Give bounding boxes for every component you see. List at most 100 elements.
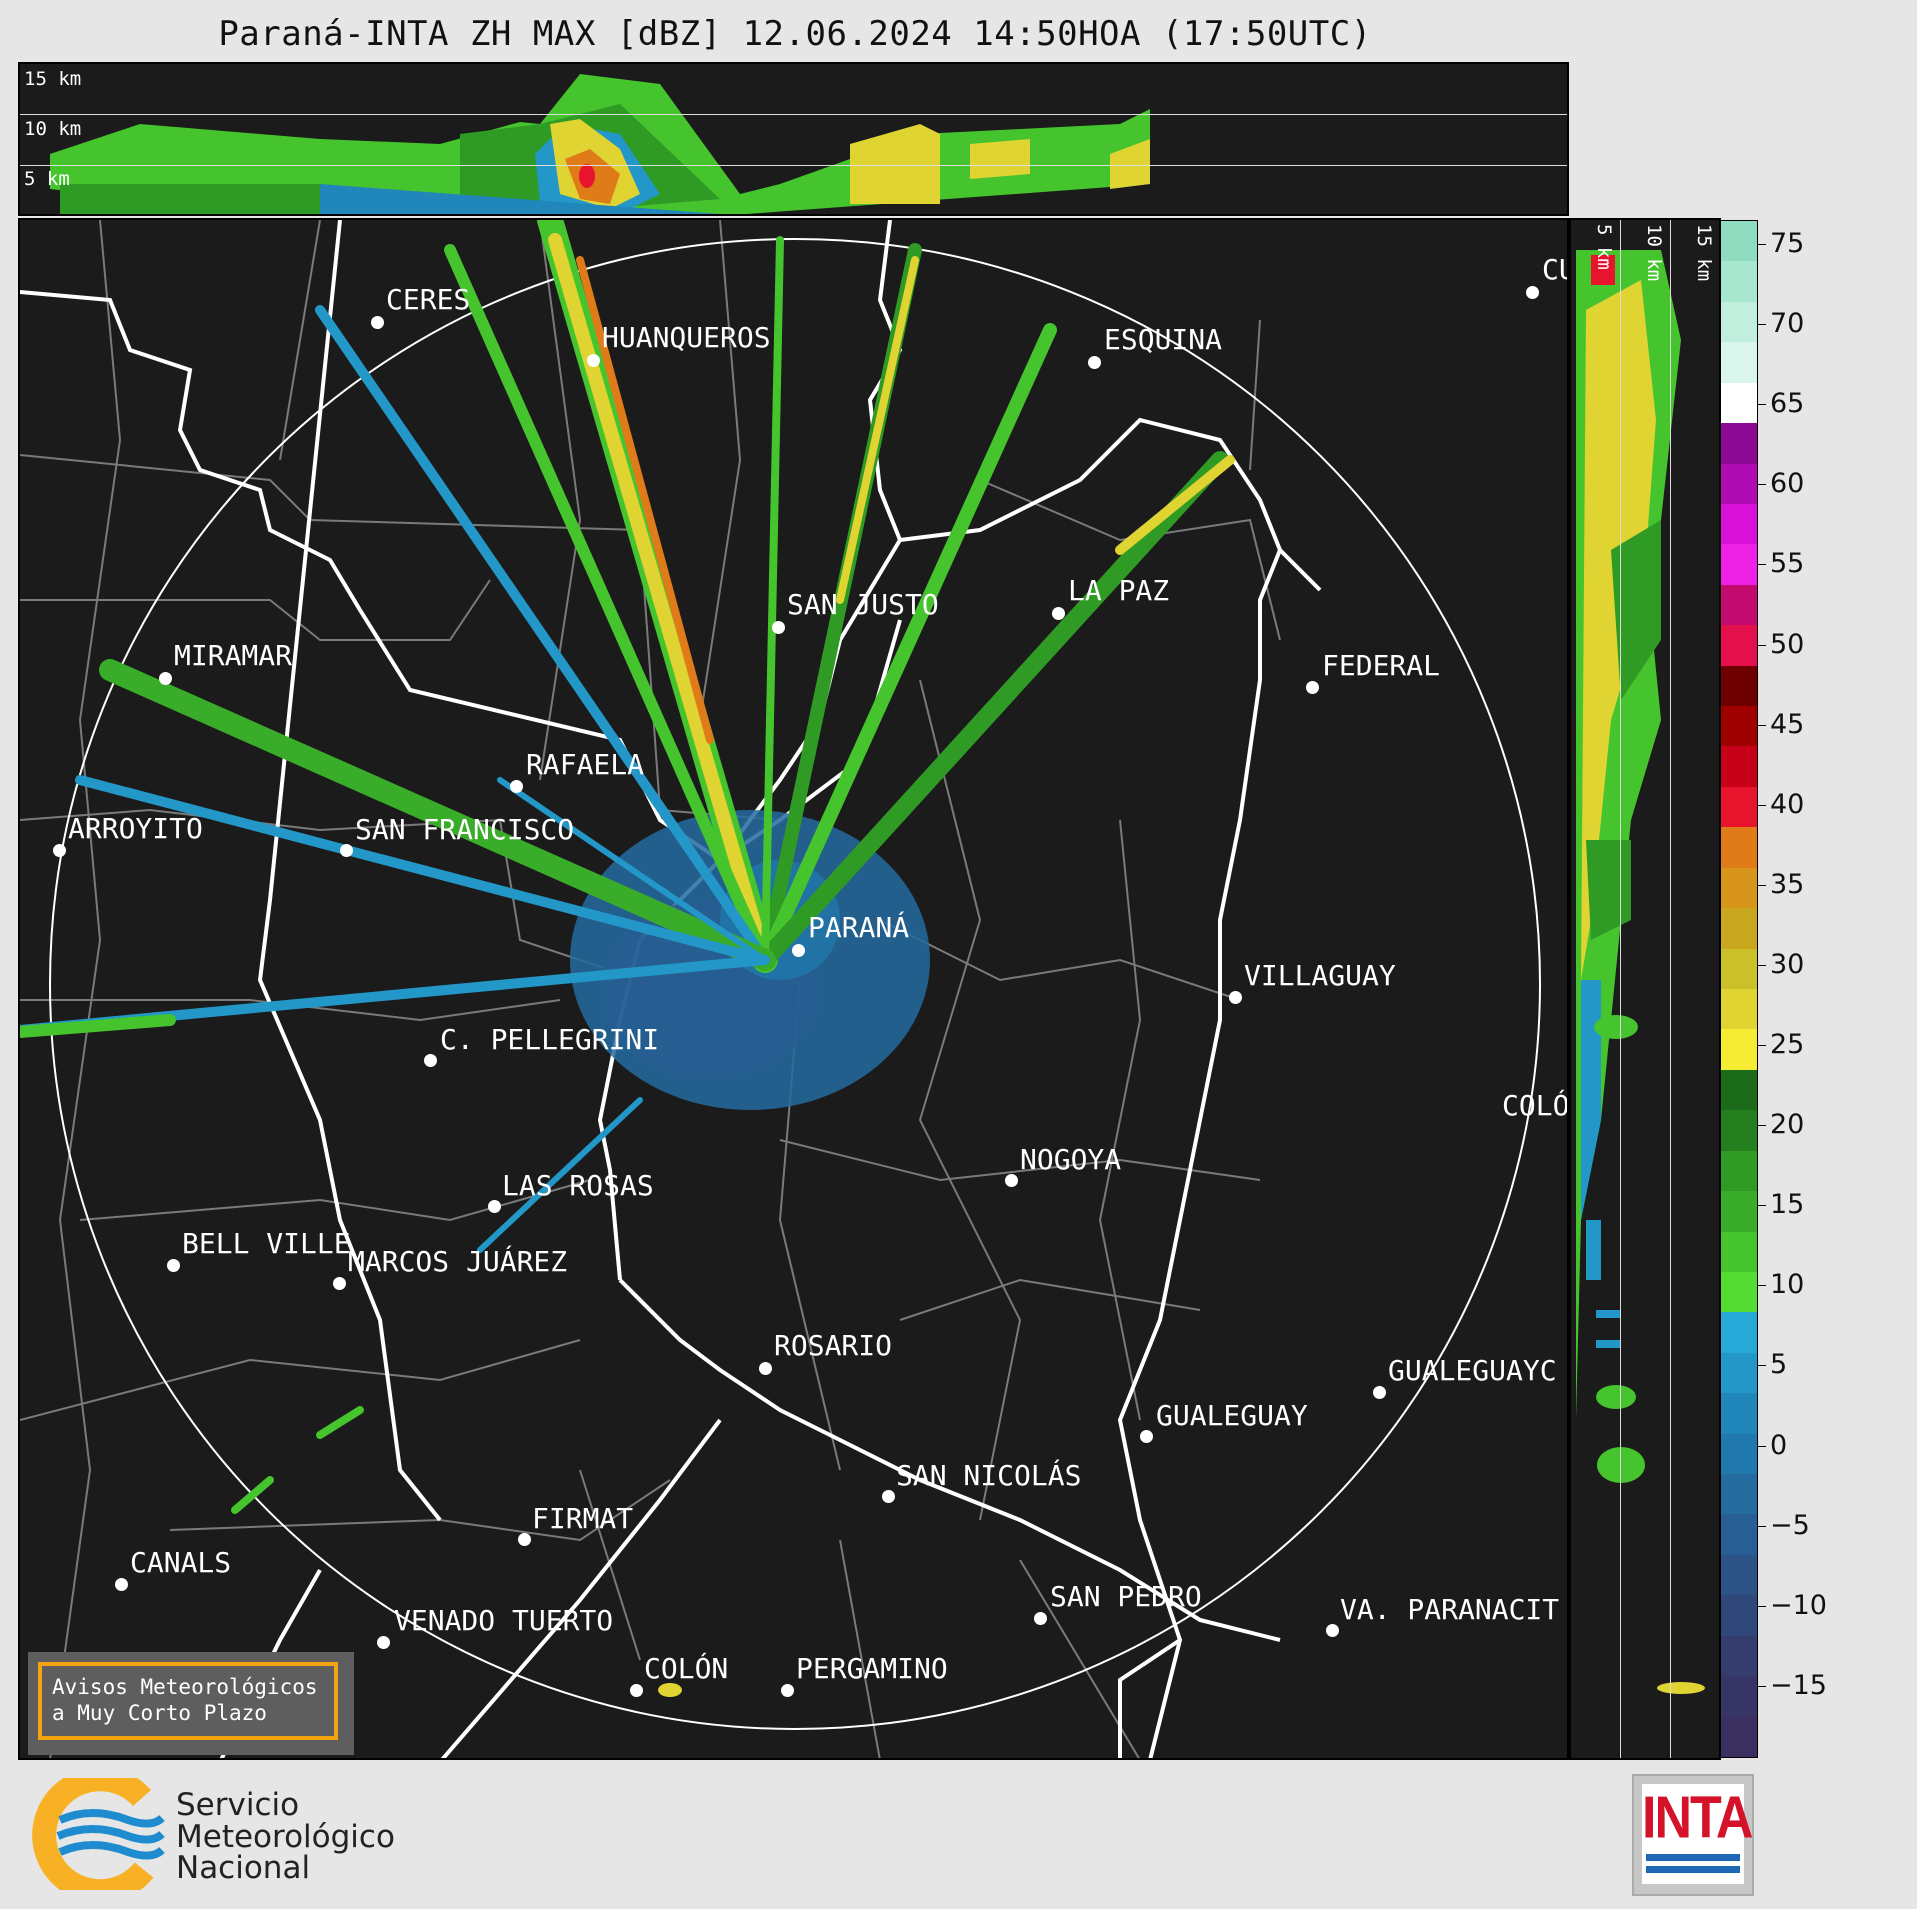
city-label-canals: CANALS xyxy=(130,1546,232,1579)
city-marker xyxy=(1005,1174,1018,1187)
reflectivity-colorbar xyxy=(1720,220,1758,1758)
city-label-federal: FEDERAL xyxy=(1322,649,1441,682)
notice-line-2: a Muy Corto Plazo xyxy=(52,1701,267,1725)
colorbar-tick-mark xyxy=(1758,404,1766,406)
smn-logo-line-1: Servicio xyxy=(176,1787,300,1823)
altitude-label: 15 km xyxy=(24,68,82,90)
colorbar-tick-mark xyxy=(1758,1125,1766,1127)
colorbar-segment xyxy=(1721,1433,1757,1476)
city-marker xyxy=(1229,991,1242,1004)
colorbar-segment xyxy=(1721,867,1757,910)
colorbar-tick-label: 65 xyxy=(1770,388,1805,420)
city-label-arroyito: ARROYITO xyxy=(68,812,203,845)
city-label-rosario: ROSARIO xyxy=(774,1329,893,1362)
radar-map: CERES HUANQUEROS ESQUINA CU SAN JUSTO LA… xyxy=(18,218,1569,1760)
city-label-colon-er: COLÓ xyxy=(1502,1089,1569,1122)
city-label-gualeguay: GUALEGUAY xyxy=(1156,1399,1308,1432)
colorbar-segment xyxy=(1721,1474,1757,1516)
city-label-villa-paranacito: VA. PARANACIT xyxy=(1340,1593,1560,1626)
altitude-label: 15 km xyxy=(1693,224,1715,282)
colorbar-tick-label: 35 xyxy=(1770,868,1805,900)
colorbar-tick-label: −15 xyxy=(1770,1669,1827,1701)
colorbar-segment xyxy=(1721,827,1757,869)
notice-line-1: Avisos Meteorológicos xyxy=(52,1675,318,1699)
notice-frame: Avisos Meteorológicos a Muy Corto Plazo xyxy=(38,1662,338,1740)
city-marker xyxy=(1140,1430,1153,1443)
colorbar-segment xyxy=(1721,584,1757,627)
city-marker xyxy=(333,1277,346,1290)
city-label-ceres: CERES xyxy=(386,283,471,316)
colorbar-tick-label: 70 xyxy=(1770,308,1805,340)
colorbar-tick-mark xyxy=(1758,1285,1766,1287)
side-profile-echoes xyxy=(1576,250,1705,1694)
colorbar-segment xyxy=(1721,382,1757,425)
colorbar-tick-mark xyxy=(1758,484,1766,486)
colorbar-segment xyxy=(1721,342,1757,384)
city-label-rafaela: RAFAELA xyxy=(526,748,645,781)
side-height-profile: 5 km 10 km 15 km xyxy=(1569,218,1721,1760)
city-marker xyxy=(630,1684,643,1697)
colorbar-tick-label: 60 xyxy=(1770,468,1805,500)
city-marker xyxy=(1526,286,1539,299)
colorbar-tick-mark xyxy=(1758,884,1766,886)
top-profile-echoes xyxy=(50,74,1150,214)
city-marker xyxy=(759,1362,772,1375)
city-marker xyxy=(587,354,600,367)
colorbar-segment xyxy=(1721,1393,1757,1435)
colorbar-tick-mark xyxy=(1758,1445,1766,1447)
colorbar-tick-label: 20 xyxy=(1770,1109,1805,1141)
colorbar-segment xyxy=(1721,665,1757,708)
altitude-line-10km xyxy=(1670,220,1671,1758)
colorbar-tick-label: −5 xyxy=(1770,1509,1810,1541)
city-marker xyxy=(882,1490,895,1503)
colorbar-tick-label: 10 xyxy=(1770,1269,1805,1301)
colorbar-segment xyxy=(1721,746,1757,788)
altitude-label: 5 km xyxy=(24,168,70,190)
colorbar-segment xyxy=(1721,1231,1757,1273)
city-label-san-nicolas: SAN NICOLÁS xyxy=(896,1459,1082,1492)
smn-logo-line-3: Nacional xyxy=(176,1850,311,1886)
city-label-pergamino: PERGAMINO xyxy=(796,1652,948,1685)
inta-logo-panel: INTA xyxy=(1642,1784,1753,1884)
colorbar-tick-mark xyxy=(1758,1045,1766,1046)
colorbar-tick-label: 30 xyxy=(1770,948,1805,980)
city-marker xyxy=(1326,1624,1339,1637)
colorbar-tick-label: 15 xyxy=(1770,1189,1805,1221)
colorbar-segment xyxy=(1721,1069,1757,1112)
city-marker xyxy=(53,844,66,857)
colorbar-tick-mark xyxy=(1758,1205,1766,1207)
colorbar-segment xyxy=(1721,1312,1757,1354)
department-boundaries xyxy=(20,220,1281,1758)
city-label-la-paz: LA PAZ xyxy=(1068,574,1170,607)
colorbar-tick-mark xyxy=(1758,1365,1766,1367)
colorbar-tick-label: 45 xyxy=(1770,708,1805,740)
city-label-huanqueros: HUANQUEROS xyxy=(602,321,771,354)
colorbar-tick-label: 55 xyxy=(1770,548,1805,580)
city-marker xyxy=(1373,1386,1386,1399)
city-label-gualeguaychu: GUALEGUAYC xyxy=(1388,1354,1557,1387)
colorbar-segment xyxy=(1721,503,1757,546)
top-height-profile: 15 km 10 km 5 km xyxy=(18,62,1569,216)
colorbar-tick-label: 5 xyxy=(1770,1349,1788,1381)
colorbar-segment xyxy=(1721,786,1757,829)
smn-logo-line-2: Meteorológico xyxy=(176,1819,395,1855)
city-label-parana: PARANÁ xyxy=(808,911,910,944)
city-label-san-justo: SAN JUSTO xyxy=(787,588,939,621)
city-marker xyxy=(1306,681,1319,694)
notice-box: Avisos Meteorológicos a Muy Corto Plazo xyxy=(28,1652,354,1755)
colorbar-tick-label: 75 xyxy=(1770,228,1805,259)
inta-logo-text: INTA xyxy=(1642,1784,1753,1852)
city-label-esquina: ESQUINA xyxy=(1104,323,1223,356)
city-marker xyxy=(167,1259,180,1272)
altitude-label: 10 km xyxy=(24,118,82,140)
colorbar-tick-mark xyxy=(1758,244,1766,245)
smn-logo-icon xyxy=(32,1778,165,1890)
colorbar-segment xyxy=(1721,1554,1757,1597)
colorbar-segment xyxy=(1721,423,1757,465)
city-label-c-pellegrini: C. PELLEGRINI xyxy=(440,1023,660,1056)
inta-logo: INTA xyxy=(1632,1774,1754,1896)
altitude-line-10km xyxy=(20,114,1567,115)
colorbar-segment xyxy=(1721,1716,1757,1757)
colorbar-segment xyxy=(1721,908,1757,950)
radar-echo-small xyxy=(658,1683,682,1697)
